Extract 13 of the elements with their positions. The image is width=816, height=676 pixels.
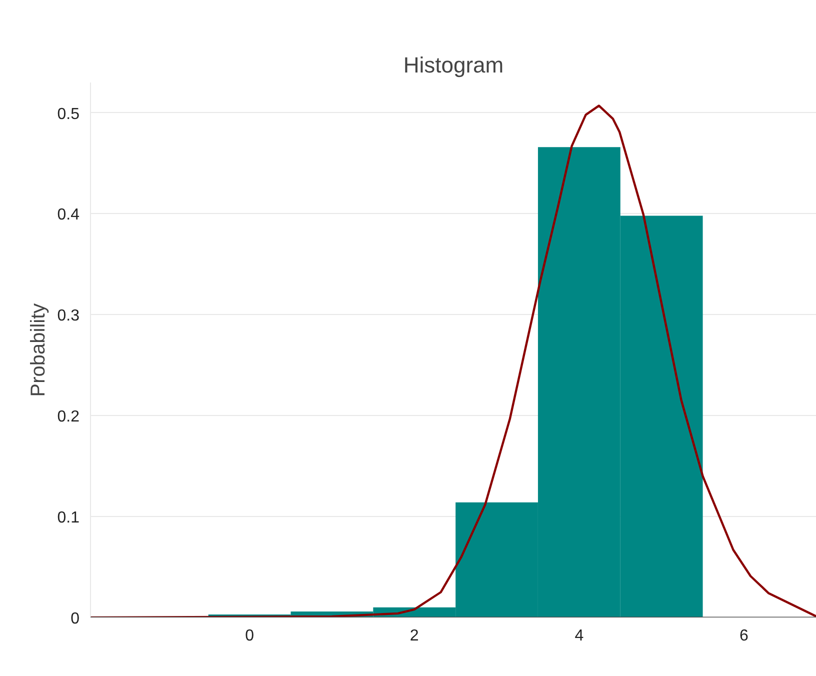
y-tick-label: 0 bbox=[70, 610, 80, 628]
chart-title: Histogram bbox=[403, 52, 504, 78]
y-tick-label: 0.1 bbox=[57, 510, 80, 527]
y-tick-label: 0.3 bbox=[57, 308, 80, 325]
line-series bbox=[90, 104, 816, 618]
x-tick-label: 0 bbox=[245, 628, 254, 644]
y-axis-title: Probability bbox=[27, 303, 50, 397]
y-tick-label: 0.5 bbox=[57, 106, 80, 123]
x-tick-label: 2 bbox=[410, 628, 419, 644]
x-tick-label: 4 bbox=[574, 628, 584, 644]
y-tick-label: 0.4 bbox=[57, 206, 80, 224]
y-tick-label: 0.2 bbox=[57, 408, 80, 426]
x-tick-label: 6 bbox=[740, 628, 749, 644]
